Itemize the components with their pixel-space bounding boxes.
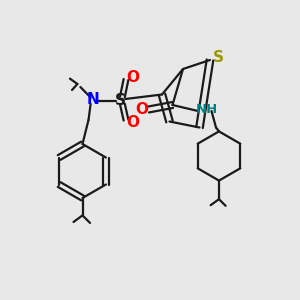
Text: S: S (115, 93, 125, 108)
Text: S: S (213, 50, 224, 65)
Text: N: N (87, 92, 99, 107)
Text: O: O (126, 70, 139, 85)
Text: NH: NH (195, 103, 218, 116)
Text: O: O (126, 115, 139, 130)
Text: O: O (135, 102, 148, 117)
